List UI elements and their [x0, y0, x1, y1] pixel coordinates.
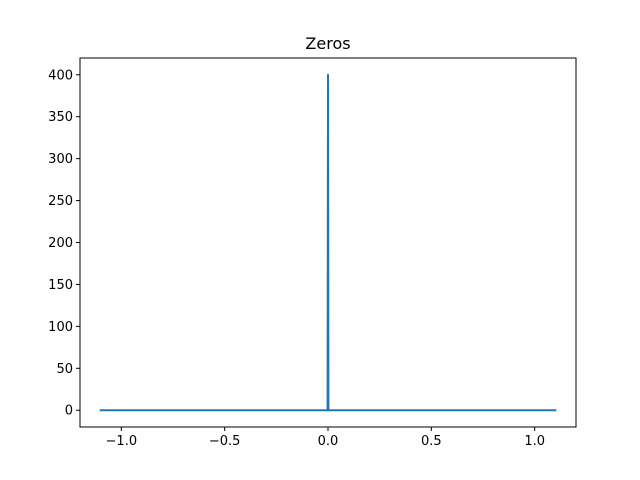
- x-tick-label: −0.5: [209, 434, 241, 449]
- x-tick-label: 0.5: [421, 434, 442, 449]
- y-tick-label: 50: [56, 362, 73, 377]
- y-tick-label: 250: [48, 194, 73, 209]
- chart-title: Zeros: [305, 34, 350, 53]
- y-tick-label: 300: [48, 152, 73, 167]
- x-tick-label: 0.0: [318, 434, 339, 449]
- y-tick-label: 350: [48, 110, 73, 125]
- y-tick-label: 0: [65, 404, 73, 419]
- plot-area: −1.0 −0.5 0.0 0.5 1.0 0 50 100 150 200 250 300 350 40…: [48, 57, 577, 449]
- y-tick-label: 100: [48, 320, 73, 335]
- series-line-0: [99, 73, 557, 412]
- x-tick-label: 1.0: [524, 434, 545, 449]
- y-tick-label: 400: [48, 68, 73, 83]
- y-tick-label: 200: [48, 236, 73, 251]
- y-tick-label: 150: [48, 278, 73, 293]
- x-tick-label: −1.0: [106, 434, 138, 449]
